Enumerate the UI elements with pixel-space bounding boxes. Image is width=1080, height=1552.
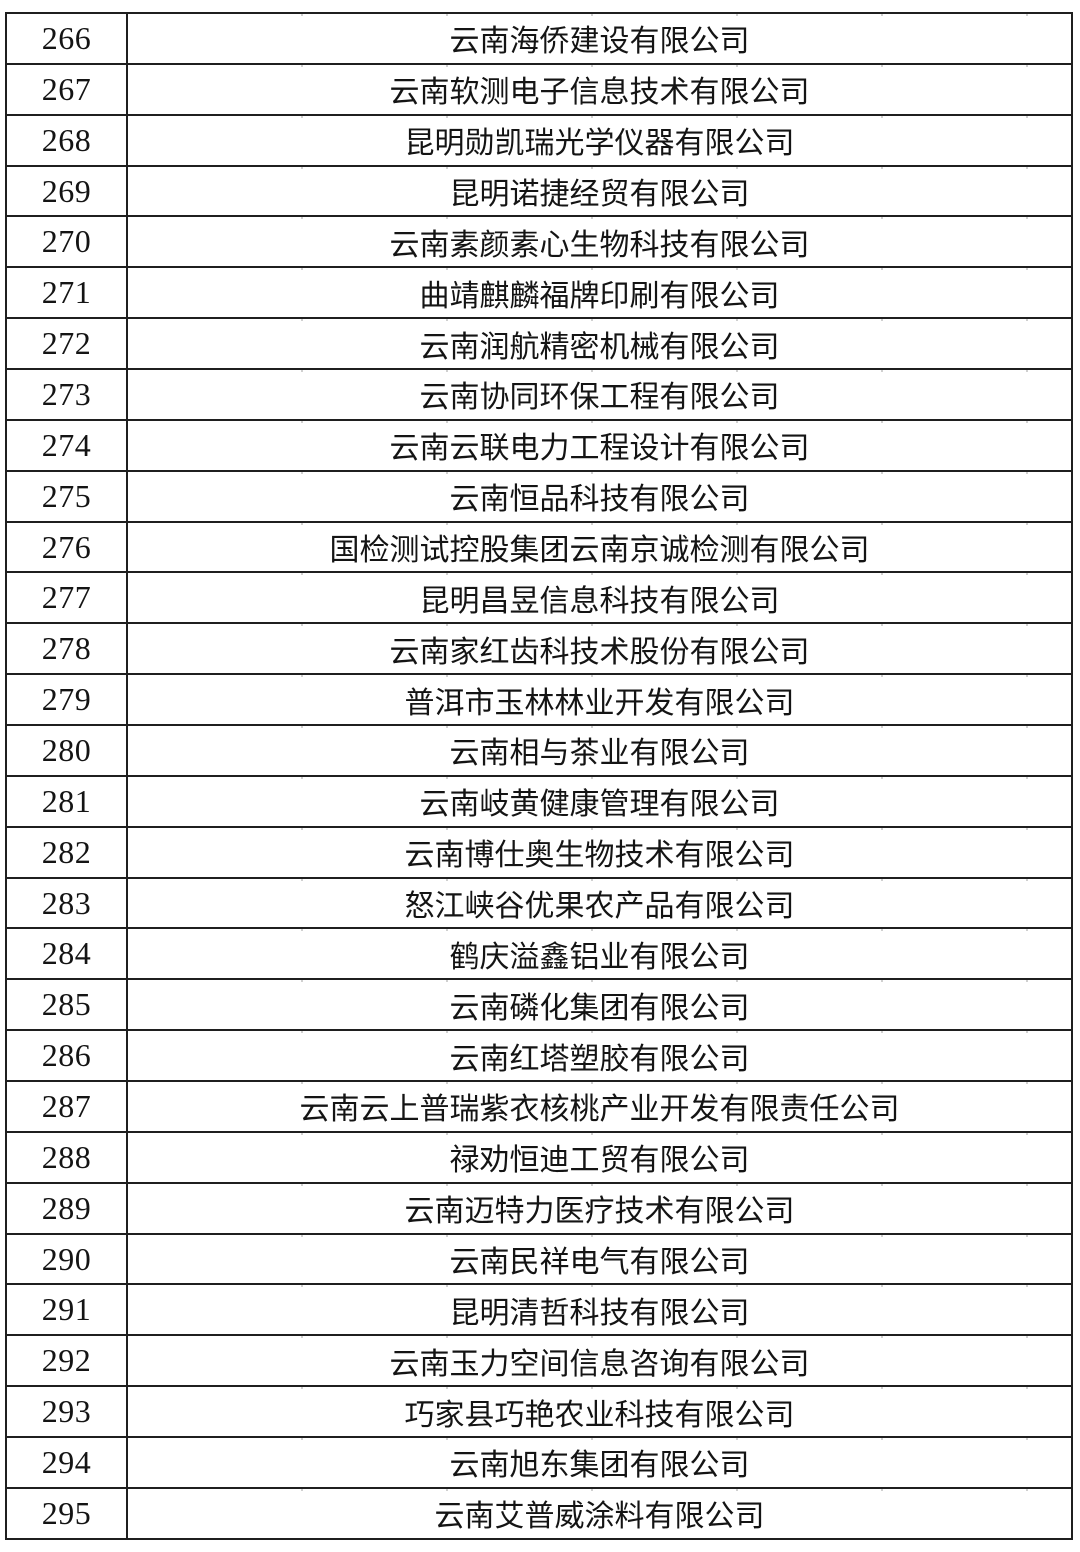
company-name-cell: 云南玉力空间信息咨询有限公司 (126, 1334, 1073, 1388)
row-number-cell: 289 (5, 1181, 128, 1235)
table-row: 270 云南素颜素心生物科技有限公司 (5, 215, 1073, 269)
table-row: 277 昆明昌昱信息科技有限公司 (5, 571, 1073, 625)
company-name-cell: 云南软测电子信息技术有限公司 (126, 62, 1073, 116)
company-name-cell: 云南磷化集团有限公司 (126, 978, 1073, 1032)
company-list-table-body: 266 云南海侨建设有限公司 267 云南软测电子信息技术有限公司 268 昆明勋凯瑞光学… (5, 12, 1073, 1541)
company-name-cell: 鹤庆溢鑫铝业有限公司 (126, 927, 1073, 981)
table-row: 283 怒江峡谷优果农产品有限公司 (5, 876, 1073, 930)
company-name-cell: 巧家县巧艳农业科技有限公司 (126, 1385, 1073, 1439)
table-row: 276 国检测试控股集团云南京诚检测有限公司 (5, 520, 1073, 574)
company-name-cell: 普洱市玉林林业开发有限公司 (126, 673, 1073, 727)
company-name-cell: 云南岐黄健康管理有限公司 (126, 774, 1073, 828)
table-row: 294 云南旭东集团有限公司 (5, 1436, 1073, 1489)
company-name-cell: 昆明清哲科技有限公司 (126, 1283, 1073, 1337)
table-row: 289 云南迈特力医疗技术有限公司 (5, 1181, 1073, 1235)
row-number-cell: 275 (5, 469, 128, 523)
company-name-cell: 云南云联电力工程设计有限公司 (126, 418, 1073, 472)
row-number-cell: 288 (5, 1130, 128, 1184)
row-number-cell: 291 (5, 1283, 128, 1337)
row-number-cell: 278 (5, 622, 128, 676)
table-row: 281 云南岐黄健康管理有限公司 (5, 774, 1073, 828)
table-row: 268 昆明勋凯瑞光学仪器有限公司 (5, 113, 1073, 167)
company-name-cell: 昆明诺捷经贸有限公司 (126, 164, 1073, 218)
row-number-cell: 267 (5, 62, 128, 116)
company-list-table: 266 云南海侨建设有限公司 267 云南软测电子信息技术有限公司 268 昆明勋凯瑞光学… (5, 12, 1073, 1541)
table-row: 273 云南协同环保工程有限公司 (5, 368, 1073, 421)
table-row: 266 云南海侨建设有限公司 (5, 12, 1073, 65)
row-number-cell: 285 (5, 978, 128, 1032)
row-number-cell: 270 (5, 215, 128, 269)
company-name-cell: 云南民祥电气有限公司 (126, 1232, 1073, 1286)
row-number-cell: 292 (5, 1334, 128, 1388)
table-row: 278 云南家红齿科技术股份有限公司 (5, 622, 1073, 676)
company-name-cell: 国检测试控股集团云南京诚检测有限公司 (126, 520, 1073, 574)
company-name-cell: 云南相与茶业有限公司 (126, 724, 1073, 777)
company-name-cell: 云南素颜素心生物科技有限公司 (126, 215, 1073, 269)
company-name-cell: 怒江峡谷优果农产品有限公司 (126, 876, 1073, 930)
table-row: 292 云南玉力空间信息咨询有限公司 (5, 1334, 1073, 1388)
company-name-cell: 昆明昌昱信息科技有限公司 (126, 571, 1073, 625)
table-row: 284 鹤庆溢鑫铝业有限公司 (5, 927, 1073, 981)
table-row: 282 云南博仕奥生物技术有限公司 (5, 825, 1073, 879)
row-number-cell: 284 (5, 927, 128, 981)
company-name-cell: 云南海侨建设有限公司 (126, 12, 1073, 65)
row-number-cell: 272 (5, 317, 128, 371)
table-row: 291 昆明清哲科技有限公司 (5, 1283, 1073, 1337)
row-number-cell: 283 (5, 876, 128, 930)
row-number-cell: 274 (5, 418, 128, 472)
table-row: 288 禄劝恒迪工贸有限公司 (5, 1130, 1073, 1184)
table-row: 274 云南云联电力工程设计有限公司 (5, 418, 1073, 472)
company-name-cell: 云南艾普威涂料有限公司 (126, 1486, 1073, 1541)
row-number-cell: 271 (5, 266, 128, 320)
company-name-cell: 云南恒品科技有限公司 (126, 469, 1073, 523)
row-number-cell: 273 (5, 368, 128, 421)
table-row: 271 曲靖麒麟福牌印刷有限公司 (5, 266, 1073, 320)
company-name-cell: 曲靖麒麟福牌印刷有限公司 (126, 266, 1073, 320)
row-number-cell: 286 (5, 1029, 128, 1083)
row-number-cell: 287 (5, 1080, 128, 1133)
table-row: 280 云南相与茶业有限公司 (5, 724, 1073, 777)
table-row: 269 昆明诺捷经贸有限公司 (5, 164, 1073, 218)
company-name-cell: 云南迈特力医疗技术有限公司 (126, 1181, 1073, 1235)
table-row: 275 云南恒品科技有限公司 (5, 469, 1073, 523)
company-name-cell: 云南家红齿科技术股份有限公司 (126, 622, 1073, 676)
row-number-cell: 294 (5, 1436, 128, 1489)
row-number-cell: 269 (5, 164, 128, 218)
table-row: 279 普洱市玉林林业开发有限公司 (5, 673, 1073, 727)
company-name-cell: 云南协同环保工程有限公司 (126, 368, 1073, 421)
company-name-cell: 云南云上普瑞紫衣核桃产业开发有限责任公司 (126, 1080, 1073, 1133)
company-name-cell: 云南旭东集团有限公司 (126, 1436, 1073, 1489)
table-row: 290 云南民祥电气有限公司 (5, 1232, 1073, 1286)
company-name-cell: 云南润航精密机械有限公司 (126, 317, 1073, 371)
row-number-cell: 280 (5, 724, 128, 777)
table-row: 293 巧家县巧艳农业科技有限公司 (5, 1385, 1073, 1439)
company-name-cell: 禄劝恒迪工贸有限公司 (126, 1130, 1073, 1184)
row-number-cell: 279 (5, 673, 128, 727)
table-row: 285 云南磷化集团有限公司 (5, 978, 1073, 1032)
company-name-cell: 云南红塔塑胶有限公司 (126, 1029, 1073, 1083)
row-number-cell: 293 (5, 1385, 128, 1439)
row-number-cell: 290 (5, 1232, 128, 1286)
row-number-cell: 281 (5, 774, 128, 828)
row-number-cell: 295 (5, 1486, 128, 1541)
table-row: 286 云南红塔塑胶有限公司 (5, 1029, 1073, 1083)
row-number-cell: 266 (5, 12, 128, 65)
company-name-cell: 昆明勋凯瑞光学仪器有限公司 (126, 113, 1073, 167)
table-row: 295 云南艾普威涂料有限公司 (5, 1486, 1073, 1541)
row-number-cell: 282 (5, 825, 128, 879)
table-row: 287 云南云上普瑞紫衣核桃产业开发有限责任公司 (5, 1080, 1073, 1133)
row-number-cell: 268 (5, 113, 128, 167)
row-number-cell: 276 (5, 520, 128, 574)
company-name-cell: 云南博仕奥生物技术有限公司 (126, 825, 1073, 879)
row-number-cell: 277 (5, 571, 128, 625)
table-row: 267 云南软测电子信息技术有限公司 (5, 62, 1073, 116)
table-row: 272 云南润航精密机械有限公司 (5, 317, 1073, 371)
